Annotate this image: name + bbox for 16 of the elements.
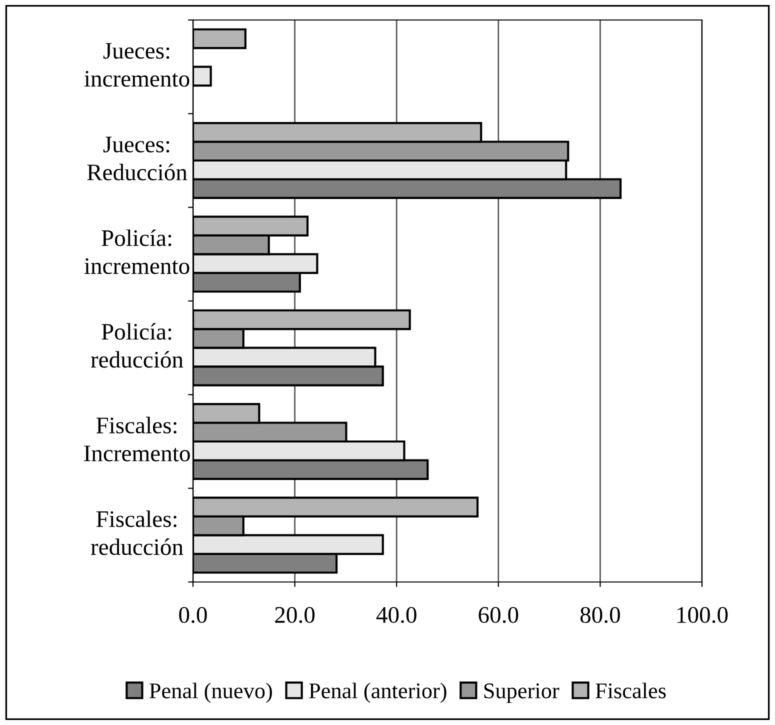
y-tick-label: Fiscales: reducción <box>90 510 184 556</box>
legend-label: Fiscales <box>596 682 666 698</box>
y-tick-label: Jueces: incremento <box>84 43 190 87</box>
y-tick-label: Policía: incremento <box>84 229 190 274</box>
x-tick-label: 0.0 <box>179 606 207 624</box>
x-tick-label: 20.0 <box>275 606 315 624</box>
y-tick-label: Jueces: Reducción <box>87 136 188 180</box>
x-tick-label: 40.0 <box>376 606 416 624</box>
x-tick-label: 100.0 <box>678 606 728 624</box>
x-tick-label: 80.0 <box>580 606 620 624</box>
y-tick-label: Fiscales: Incremento <box>84 416 190 462</box>
legend-label: Superior <box>484 683 560 703</box>
legend-label: Penal (anterior) <box>309 682 446 703</box>
x-tick-label: 60.0 <box>478 606 518 624</box>
y-tick-label: Policía: reducción <box>90 323 184 368</box>
legend-label: Penal (nuevo) <box>150 682 272 703</box>
